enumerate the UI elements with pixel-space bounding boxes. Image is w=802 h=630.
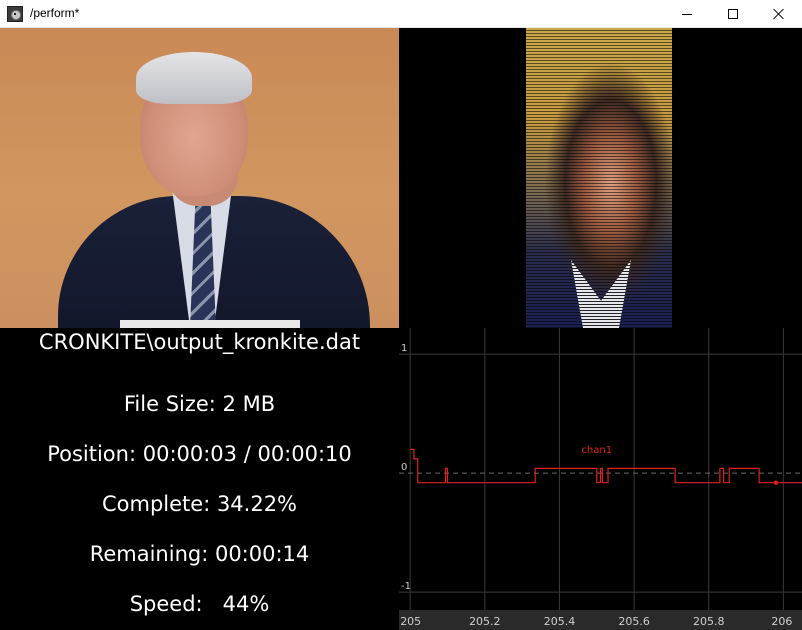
source-video-frame: [0, 28, 399, 328]
speed-label: Speed: 44%: [129, 592, 270, 616]
x-tick-label: 205.6: [618, 615, 650, 628]
maximize-icon: [728, 9, 738, 19]
playback-info-panel: CRONKITE\output_kronkite.dat File Size: …: [0, 328, 399, 630]
file-size-label: File Size: 2 MB: [123, 392, 276, 416]
position-label: Position: 00:00:03 / 00:00:10: [47, 442, 352, 466]
x-tick-label: 206: [771, 615, 792, 628]
video-figure-hair: [136, 52, 252, 104]
signal-plot[interactable]: 205 205.2 205.4 205.6 205.8 206 1 0 -1 chan1: [399, 328, 802, 630]
series-line: [410, 448, 802, 484]
x-tick-label: 205.8: [693, 615, 725, 628]
y-tick-label: 0: [401, 462, 407, 473]
complete-label: Complete: 34.22%: [101, 492, 298, 516]
signal-plot-panel: 205 205.2 205.4 205.6 205.8 206 1 0 -1 chan1: [399, 328, 802, 630]
window-title: /perform*: [30, 6, 80, 20]
playhead-marker: [773, 480, 779, 485]
x-axis-band: [399, 610, 802, 630]
dithered-preview: [399, 28, 802, 328]
x-tick-label: 205: [400, 615, 421, 628]
title-bar: /perform*: [0, 0, 802, 28]
minimize-button[interactable]: [664, 0, 710, 28]
close-icon: [773, 8, 785, 20]
x-tick-label: 205.4: [544, 615, 576, 628]
maximize-button[interactable]: [710, 0, 756, 28]
close-button[interactable]: [756, 0, 802, 28]
file-path-label: CRONKITE\output_kronkite.dat: [38, 330, 361, 354]
app-icon[interactable]: [7, 6, 23, 22]
dithered-portrait-image: [526, 28, 672, 328]
remaining-label: Remaining: 00:00:14: [89, 542, 310, 566]
x-tick-label: 205.2: [469, 615, 501, 628]
series-label: chan1: [581, 445, 612, 456]
y-tick-label: 1: [401, 343, 407, 354]
minimize-icon: [682, 13, 692, 15]
y-tick-label: -1: [401, 581, 411, 592]
video-desk-edge: [120, 320, 300, 328]
